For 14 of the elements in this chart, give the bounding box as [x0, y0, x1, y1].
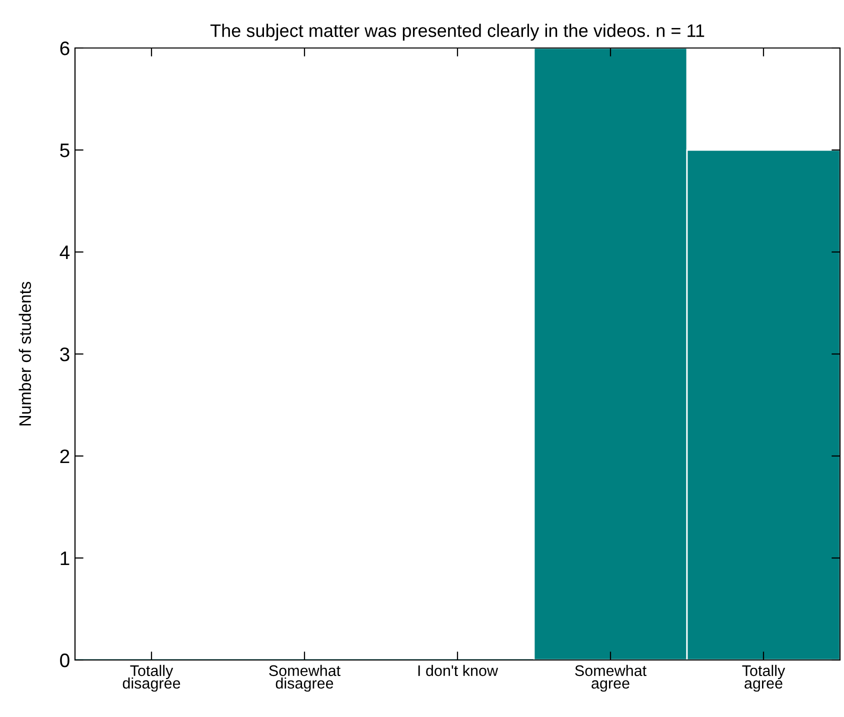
x-tick-label: Totally agree	[742, 664, 786, 692]
y-tick-label: 5	[60, 144, 70, 158]
y-tick-label: 6	[60, 41, 70, 56]
y-tick-label: 2	[60, 449, 70, 464]
chart-title: The subject matter was presented clearly in the videos. n = 11	[210, 24, 704, 41]
y-tick-label: 1	[60, 552, 70, 566]
y-tick-label: 0	[60, 653, 70, 668]
x-tick-label: Totally disagree	[122, 664, 180, 692]
y-tick-label: 3	[60, 347, 70, 362]
x-tick-label: Somewhat agree	[575, 664, 646, 692]
x-tick-label: I don't know	[418, 664, 498, 676]
x-tick-label: Somewhat disagree	[269, 664, 340, 692]
y-axis-title: Number of students	[18, 282, 32, 426]
y-tick-label: 4	[60, 246, 70, 260]
